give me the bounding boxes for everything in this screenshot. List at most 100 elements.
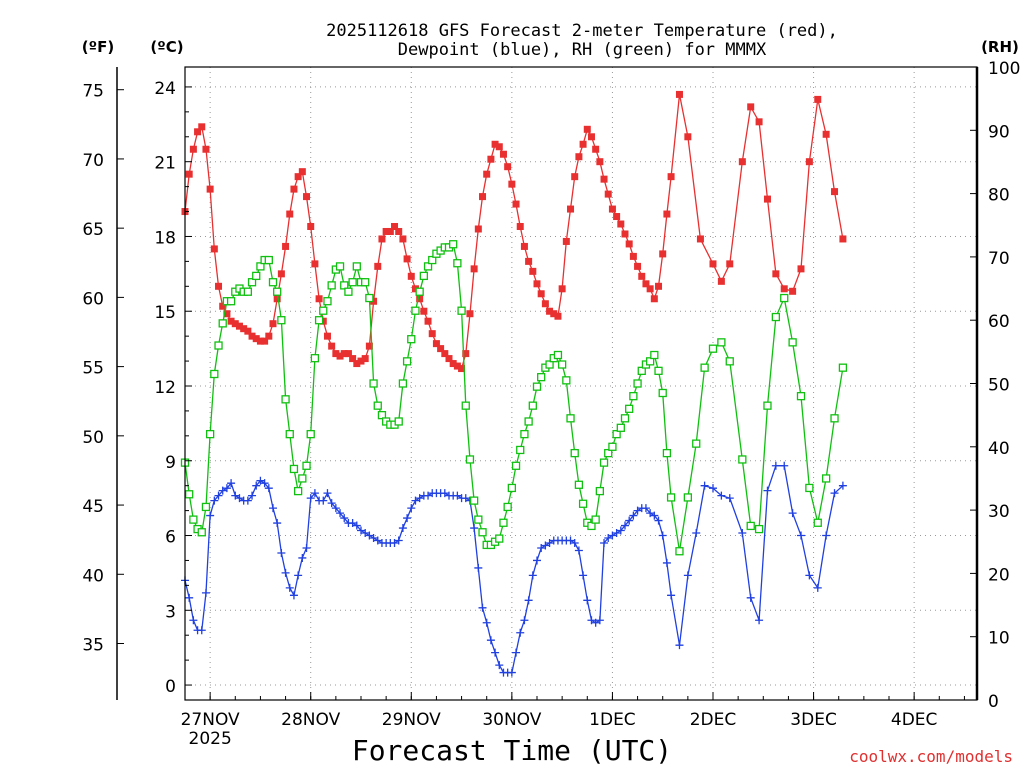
dewpoint-point: [302, 543, 311, 552]
rh-series: [180, 240, 848, 556]
rh-point: [402, 357, 412, 366]
rh-point: [587, 521, 596, 531]
x-tick-sublabel: 2025: [189, 729, 232, 749]
fahrenheit-tick-label: 35: [82, 636, 104, 656]
celsius-tick-label: 12: [154, 378, 176, 398]
rh-point: [595, 486, 605, 496]
temperature-point: [432, 340, 440, 348]
rh-point: [738, 455, 747, 464]
dewpoint-point: [507, 668, 516, 677]
dewpoint-point: [533, 556, 541, 565]
temperature-point: [738, 158, 746, 166]
temperature-point: [717, 277, 725, 285]
rh-point: [264, 255, 273, 265]
dewpoint-point: [570, 538, 579, 547]
x-tick-label: 28NOV: [281, 710, 340, 730]
temperature-point: [684, 133, 692, 141]
rh-point: [457, 306, 466, 315]
temperature-point: [344, 350, 352, 358]
rh-point: [285, 429, 294, 439]
rh-point: [226, 297, 236, 306]
temperature-point: [470, 265, 478, 273]
fahrenheit-tick-label: 60: [82, 289, 104, 309]
rh-tick-label: 50: [988, 376, 1010, 396]
dewpoint-point: [574, 546, 583, 555]
rh-point: [591, 515, 600, 524]
fahrenheit-unit-label: (ºF): [82, 38, 114, 56]
dewpoint-point: [512, 648, 521, 657]
rh-point: [293, 486, 303, 496]
temperature-point: [479, 193, 487, 201]
rh-point: [763, 401, 772, 410]
x-tick-label: 2DEC: [690, 710, 737, 730]
temperature-point: [185, 170, 193, 178]
dewpoint-point: [197, 626, 206, 635]
dewpoint-point: [616, 526, 625, 535]
temperature-point: [797, 265, 805, 273]
dewpoint-point: [658, 531, 667, 540]
rh-point: [415, 287, 424, 296]
temperature-point: [223, 310, 231, 318]
rh-point: [302, 461, 311, 470]
dewpoint-point: [805, 571, 814, 580]
rh-tick-label: 20: [988, 565, 1010, 585]
dewpoint-point: [319, 496, 328, 505]
rh-point: [478, 528, 487, 537]
rh-point: [692, 439, 701, 448]
temperature-point: [491, 140, 499, 148]
temperature-point: [516, 222, 524, 230]
dewpoint-point: [813, 583, 822, 592]
series-group: [180, 90, 848, 677]
temperature-point: [219, 302, 227, 310]
temperature-point: [332, 350, 340, 358]
dewpoint-point: [725, 494, 734, 503]
dewpoint-point: [788, 509, 797, 518]
dewpoint-point: [331, 504, 340, 513]
rh-point: [574, 480, 584, 489]
temperature-point: [361, 355, 369, 363]
rh-point: [428, 255, 437, 265]
rh-point: [218, 319, 227, 328]
rh-point: [654, 366, 663, 375]
rh-point: [532, 382, 542, 391]
dewpoint-point: [310, 489, 319, 498]
rh-point: [516, 445, 525, 455]
temperature-point: [244, 327, 252, 335]
temperature-point: [629, 252, 637, 260]
dewpoint-point: [528, 571, 537, 580]
temperature-point: [261, 337, 269, 345]
rh-point: [319, 306, 328, 315]
rh-point: [314, 316, 324, 325]
rh-tick-label: 0: [988, 692, 999, 712]
rh-point: [700, 363, 709, 372]
rh-tick-label: 100: [988, 59, 1020, 79]
dewpoint-point: [411, 496, 420, 505]
rh-point: [335, 262, 345, 271]
dewpoint-point: [595, 616, 604, 625]
rh-point: [201, 502, 211, 512]
dewpoint-point: [260, 479, 269, 488]
rh-tick-label: 10: [988, 629, 1010, 649]
temperature-point: [336, 352, 344, 360]
temperature-point: [512, 200, 520, 208]
fahrenheit-tick-label: 70: [82, 151, 104, 171]
dewpoint-point: [516, 628, 525, 637]
celsius-tick-label: 21: [154, 154, 176, 174]
rh-point: [612, 429, 621, 439]
temperature-point: [814, 95, 822, 103]
dewpoint-point: [650, 511, 659, 520]
temperature-point: [667, 173, 675, 181]
temperature-point: [386, 227, 394, 235]
temperature-point: [483, 170, 491, 178]
temperature-point: [696, 235, 704, 243]
temperature-point: [646, 285, 654, 293]
dewpoint-point: [604, 534, 613, 543]
rh-point: [365, 293, 374, 303]
dewpoint-point: [583, 596, 592, 605]
dewpoint-point: [231, 491, 240, 500]
temperature-point: [638, 272, 646, 280]
rh-point: [281, 395, 290, 404]
fahrenheit-tick-label: 75: [82, 82, 104, 102]
rh-point: [277, 316, 286, 325]
rh-point: [361, 278, 370, 287]
